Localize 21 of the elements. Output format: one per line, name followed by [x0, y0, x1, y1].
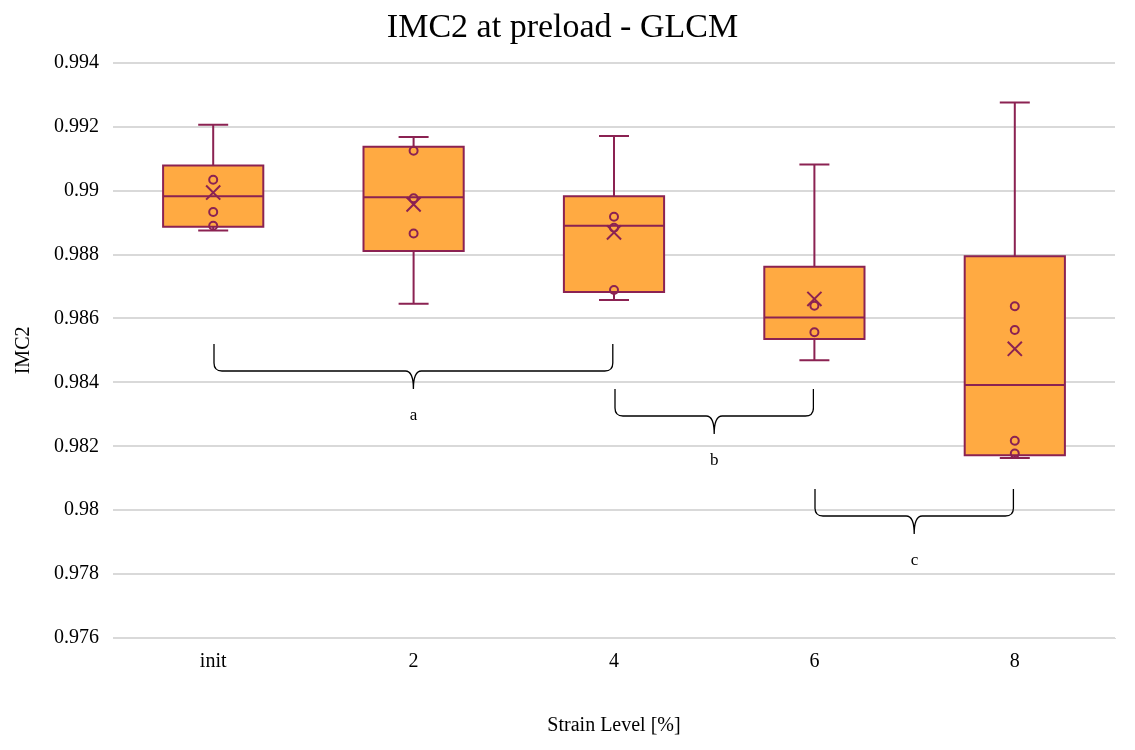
y-tick-label: 0.99: [64, 177, 99, 200]
annotation: a: [408, 404, 419, 425]
x-tick-label: 2: [408, 649, 419, 672]
annotation: c: [909, 549, 920, 570]
x-tick-label: init: [199, 649, 227, 672]
chart-title: IMC2 at preload - GLCM: [386, 7, 739, 45]
x-tick-label: 6: [809, 649, 820, 672]
x-tick-label: 8: [1009, 649, 1020, 672]
y-tick-label: 0.988: [54, 241, 99, 264]
y-tick-label: 0.982: [54, 433, 99, 456]
y-tick-label: 0.976: [54, 625, 99, 648]
y-tick-label: 0.994: [54, 50, 99, 73]
x-axis-title: Strain Level [%]: [547, 713, 681, 736]
annotation: b: [708, 449, 720, 470]
y-tick-label: 0.978: [54, 561, 99, 584]
y-tick-label: 0.984: [54, 369, 99, 392]
y-axis-title: IMC2: [11, 326, 34, 375]
x-tick-label: 4: [609, 649, 619, 672]
y-tick-label: 0.992: [54, 113, 99, 136]
y-tick-label: 0.986: [54, 305, 99, 328]
y-tick-label: 0.98: [64, 497, 99, 520]
